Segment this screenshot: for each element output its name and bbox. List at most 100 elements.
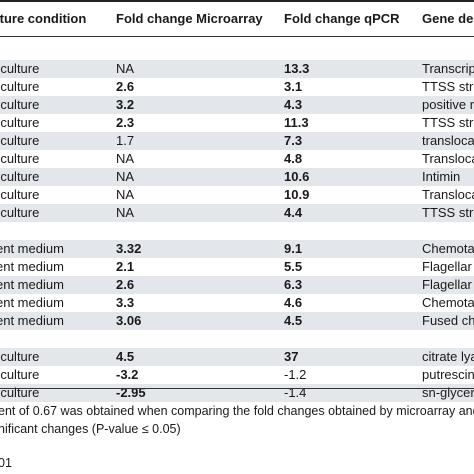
microarray-fold-change-cell (116, 42, 280, 60)
table-row: -culture 2.3 11.3 TTSS stru (0, 114, 474, 132)
table-row: ent medium 3.06 4.5 Fused che (0, 312, 474, 330)
gene-description-cell: Flagellar r (422, 259, 474, 274)
microarray-fold-change-cell: 2.3 (116, 115, 135, 130)
microarray-fold-change-cell: 1.7 (116, 133, 135, 148)
microarray-fold-change-cell: -3.2 (116, 367, 139, 382)
qpcr-fold-change-cell: 11.3 (284, 115, 309, 130)
culture-condition-cell: -culture (0, 385, 40, 400)
gene-description-cell: TTSS stru (422, 205, 474, 220)
gene-description-cell: Transloca (422, 187, 474, 202)
gene-description-cell: sn-glycero (422, 385, 474, 400)
culture-condition-cell: ent medium (0, 295, 64, 310)
qpcr-fold-change-cell: 4.4 (284, 205, 303, 220)
table-row: -culture 2.6 3.1 TTSS stru (0, 78, 474, 96)
culture-condition-cell: -culture (0, 169, 40, 184)
qpcr-fold-change-cell (284, 42, 414, 60)
gene-description-cell: Intimin (422, 169, 461, 184)
culture-condition-cell: -culture (0, 61, 40, 76)
header-bottom-rule (0, 36, 474, 37)
table-row (0, 42, 474, 60)
table-row (0, 330, 474, 348)
gene-description-cell: TTSS stru (422, 115, 474, 130)
qpcr-fold-change-cell: 9.1 (284, 241, 303, 256)
qpcr-fold-change-cell: 10.9 (284, 187, 310, 202)
microarray-fold-change-cell (116, 330, 280, 348)
microarray-fold-change-cell (116, 222, 280, 240)
table-row: -culture 4.5 37 citrate lyas (0, 348, 474, 366)
culture-condition-cell: -culture (0, 187, 40, 202)
qpcr-fold-change-cell: 4.6 (284, 295, 303, 310)
table-bottom-rule (0, 388, 474, 389)
table-row: -culture -2.95 -1.4 sn-glycero (0, 384, 474, 402)
microarray-fold-change-cell: NA (116, 187, 135, 202)
gene-description-cell: Chemotax (422, 295, 474, 310)
gene-description-cell (422, 42, 474, 60)
microarray-fold-change-cell: 4.5 (116, 349, 135, 364)
culture-condition-cell: -culture (0, 151, 40, 166)
gene-description-cell: putrescine (422, 367, 474, 382)
gene-description-cell: translocat (422, 133, 474, 148)
microarray-fold-change-cell: 2.1 (116, 259, 135, 274)
qpcr-fold-change-cell: -1.4 (284, 385, 307, 400)
microarray-fold-change-cell: 2.6 (116, 79, 135, 94)
culture-condition-cell: ent medium (0, 277, 64, 292)
qpcr-fold-change-cell: 13.3 (284, 61, 310, 76)
microarray-fold-change-cell: NA (116, 61, 135, 76)
microarray-fold-change-cell: 3.3 (116, 295, 135, 310)
culture-condition-cell: -culture (0, 133, 40, 148)
microarray-fold-change-cell: -2.95 (116, 385, 146, 400)
culture-condition-cell: ent medium (0, 241, 64, 256)
gene-description-cell: Transloca (422, 151, 474, 166)
gene-description-cell: TTSS stru (422, 79, 474, 94)
table-row: -culture NA 4.8 Transloca (0, 150, 474, 168)
header-gene-description: Gene des (422, 11, 474, 26)
qpcr-fold-change-cell: 10.6 (284, 169, 310, 184)
table-row: ent medium 3.3 4.6 Chemotax (0, 294, 474, 312)
qpcr-fold-change-cell: 5.5 (284, 259, 303, 274)
microarray-fold-change-cell: 2.6 (116, 277, 135, 292)
culture-condition-cell: -culture (0, 367, 40, 382)
table-row: -culture NA 10.6 Intimin (0, 168, 474, 186)
table-row (0, 222, 474, 240)
header-fold-change-microarray: Fold change Microarray (116, 11, 263, 26)
gene-description-cell: Transcript (422, 61, 474, 76)
microarray-fold-change-cell: 3.32 (116, 241, 142, 256)
footnote-significance: nificant changes (P-value ≤ 0.05) (0, 422, 181, 436)
qpcr-fold-change-cell: 4.5 (284, 313, 303, 328)
table-row: -culture -3.2 -1.2 putrescine (0, 366, 474, 384)
table-row: -culture NA 13.3 Transcript (0, 60, 474, 78)
table-row: -culture 3.2 4.3 positive re (0, 96, 474, 114)
qpcr-fold-change-cell (284, 222, 414, 240)
culture-condition-cell (0, 42, 116, 60)
culture-condition-cell: -culture (0, 115, 40, 130)
table-row: ent medium 2.6 6.3 Flagellar r (0, 276, 474, 294)
qpcr-fold-change-cell: 3.1 (284, 79, 303, 94)
gene-description-cell (422, 222, 474, 240)
culture-condition-cell: ent medium (0, 313, 64, 328)
culture-condition-cell (0, 222, 116, 240)
microarray-fold-change-cell: 3.06 (116, 313, 142, 328)
culture-condition-cell: -culture (0, 205, 40, 220)
table-row: ent medium 3.32 9.1 Chemotax (0, 240, 474, 258)
microarray-fold-change-cell: NA (116, 169, 135, 184)
culture-condition-cell (0, 330, 116, 348)
gene-description-cell: Flagellar r (422, 277, 474, 292)
gene-description-cell: citrate lyas (422, 349, 474, 364)
qpcr-fold-change-cell: 37 (284, 349, 299, 364)
microarray-fold-change-cell: 3.2 (116, 97, 135, 112)
culture-condition-cell: -culture (0, 349, 40, 364)
culture-condition-cell: -culture (0, 97, 40, 112)
gene-description-cell (422, 330, 474, 348)
doi-fragment: 01 (0, 456, 12, 470)
qpcr-fold-change-cell (284, 330, 414, 348)
qpcr-fold-change-cell: 7.3 (284, 133, 303, 148)
culture-condition-cell: ent medium (0, 259, 64, 274)
microarray-fold-change-cell: NA (116, 205, 135, 220)
gene-description-cell: Fused che (422, 313, 474, 328)
qpcr-fold-change-cell: -1.2 (284, 367, 307, 382)
table-top-rule (0, 0, 474, 2)
qpcr-fold-change-cell: 6.3 (284, 277, 303, 292)
microarray-fold-change-cell: NA (116, 151, 135, 166)
table-row: ent medium 2.1 5.5 Flagellar r (0, 258, 474, 276)
